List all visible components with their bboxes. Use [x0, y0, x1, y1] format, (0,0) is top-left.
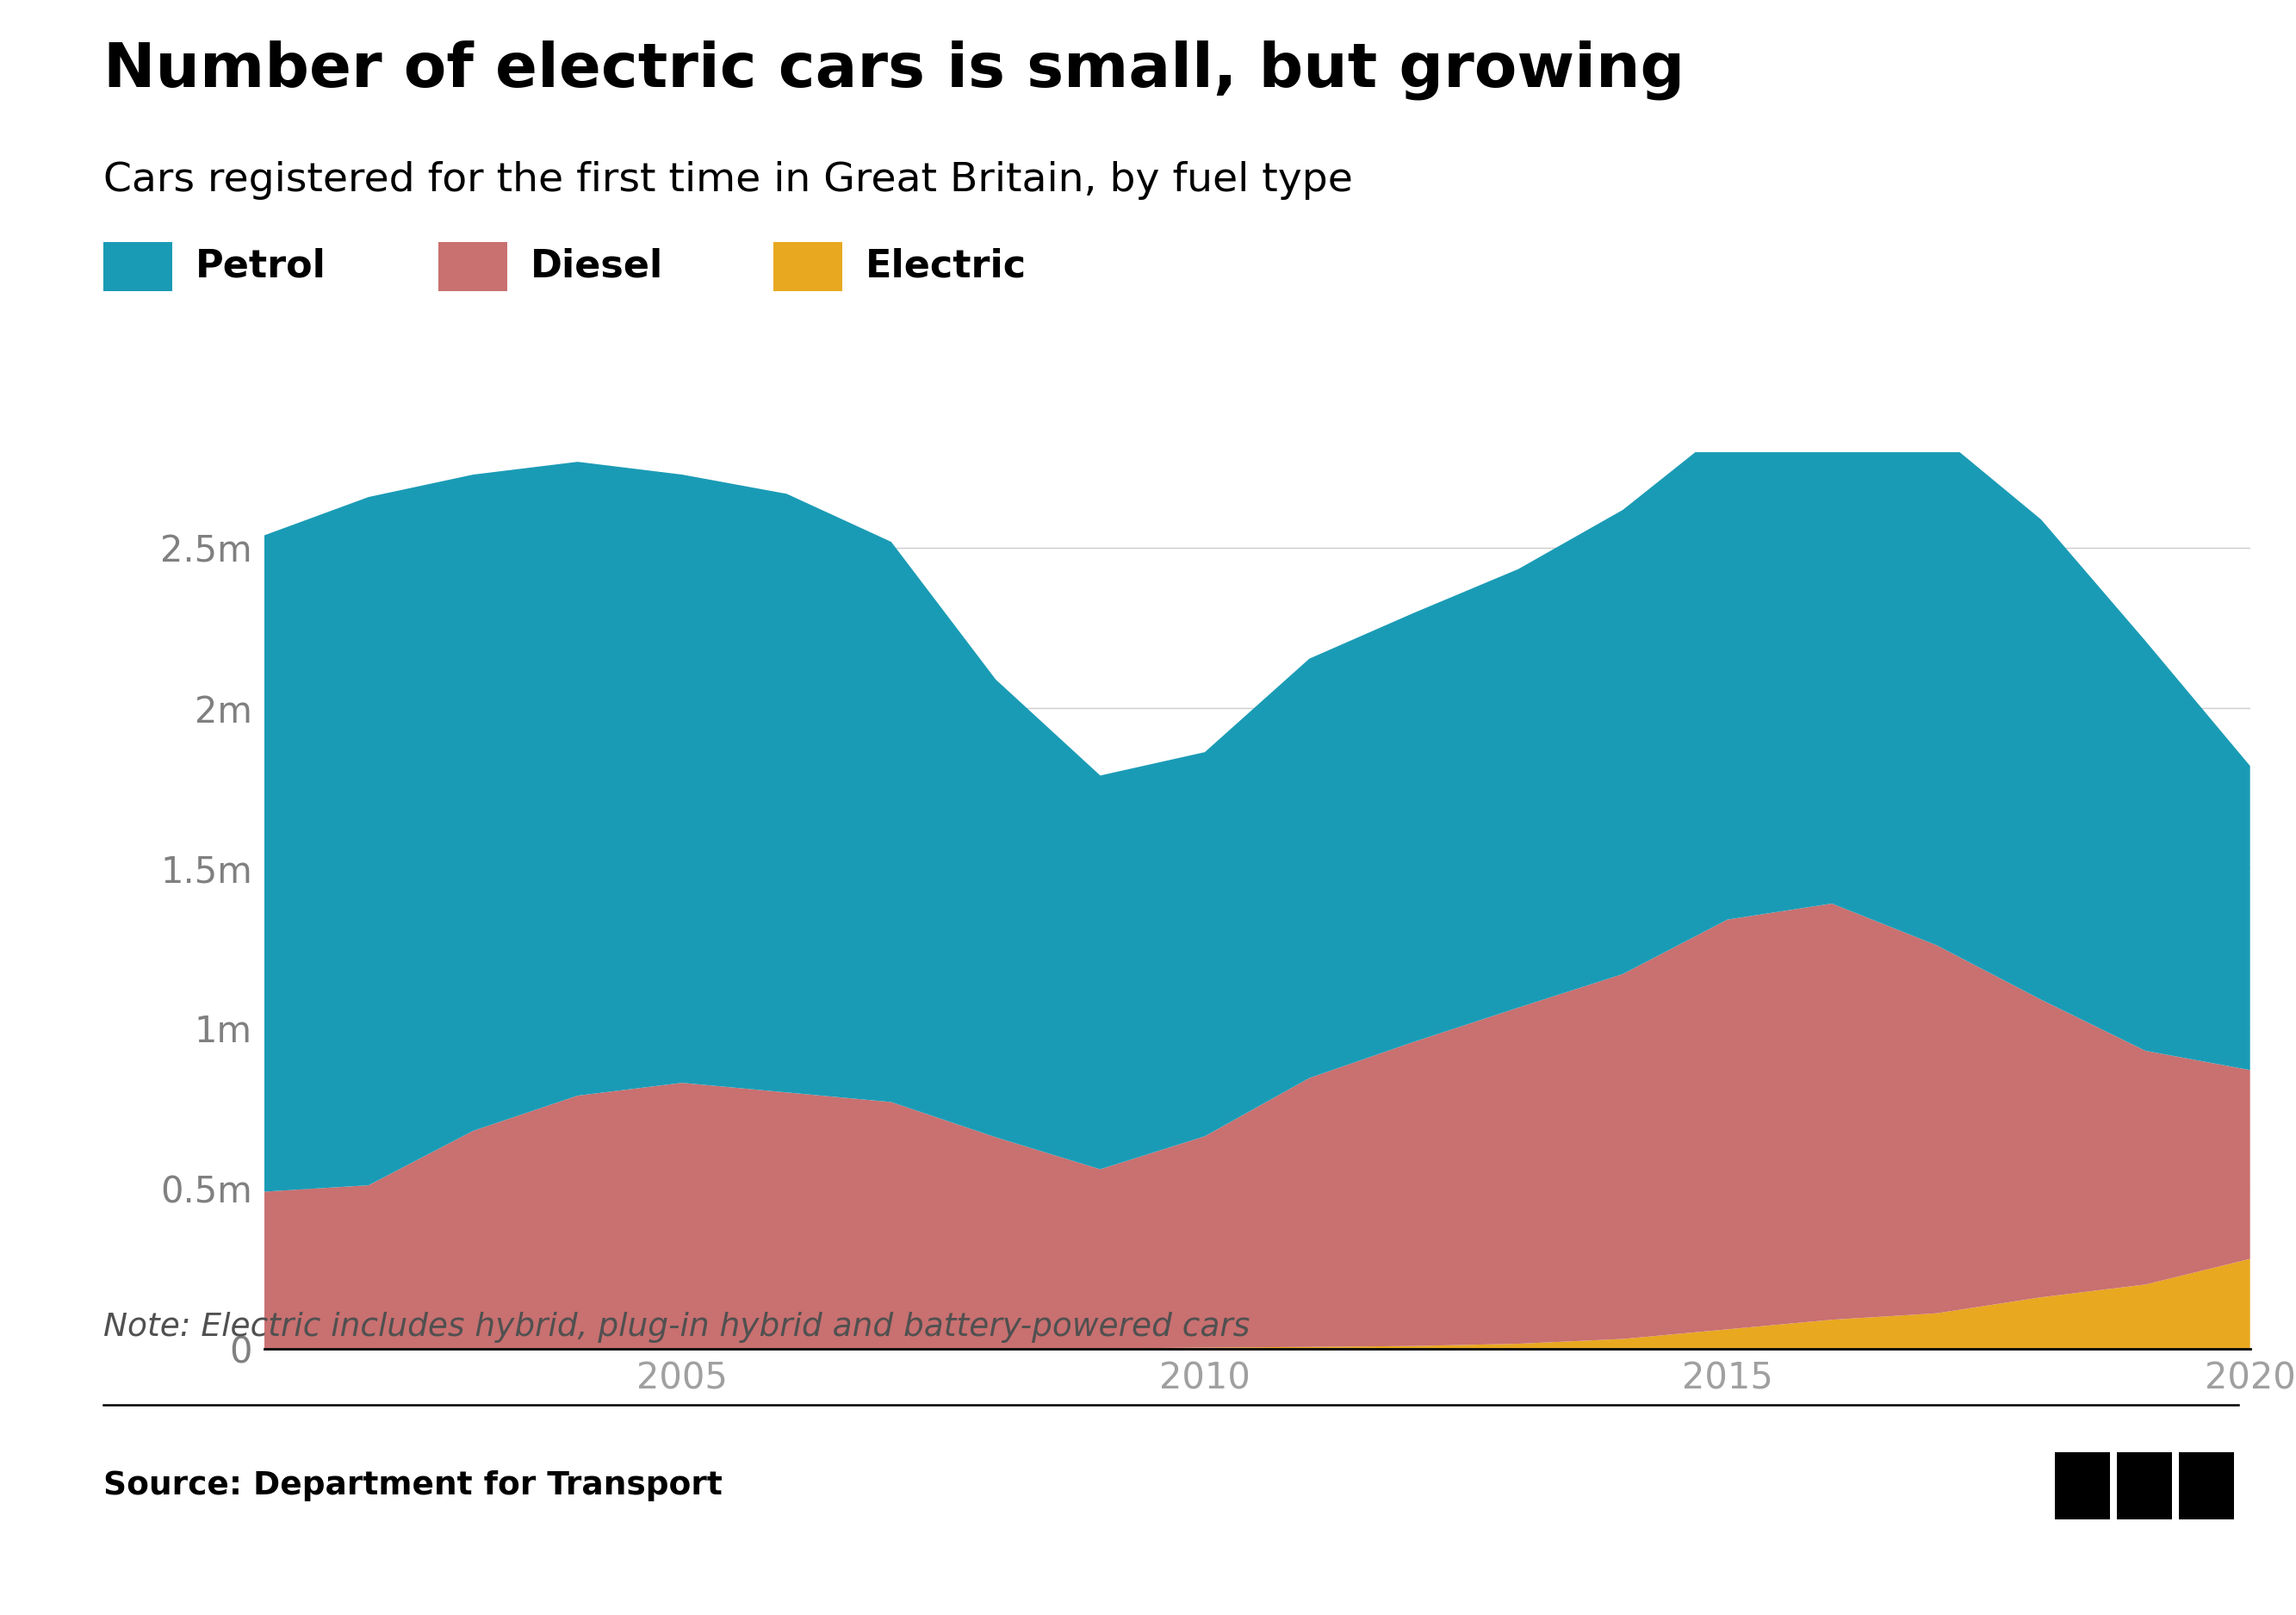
Text: Electric: Electric [866, 249, 1026, 284]
Text: B: B [2135, 1473, 2154, 1499]
Text: Diesel: Diesel [530, 249, 664, 284]
Text: Cars registered for the first time in Great Britain, by fuel type: Cars registered for the first time in Gr… [103, 162, 1352, 200]
Text: Number of electric cars is small, but growing: Number of electric cars is small, but gr… [103, 40, 1685, 100]
Text: B: B [2073, 1473, 2092, 1499]
Text: Source: Department for Transport: Source: Department for Transport [103, 1470, 723, 1502]
Text: C: C [2197, 1473, 2216, 1499]
Text: Note: Electric includes hybrid, plug-in hybrid and battery-powered cars: Note: Electric includes hybrid, plug-in … [103, 1311, 1249, 1344]
Text: Petrol: Petrol [195, 249, 326, 284]
